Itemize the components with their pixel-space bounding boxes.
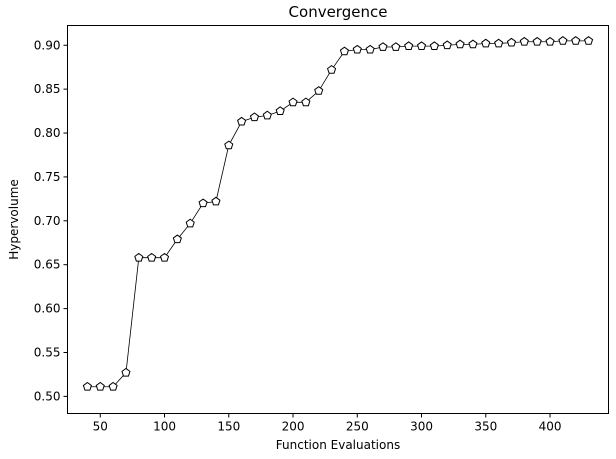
- x-tick-label: 250: [346, 420, 369, 434]
- x-axis: 50 100 150 200 250 300 350 400: [93, 413, 562, 434]
- data-point-marker: [365, 44, 375, 54]
- data-point-marker: [134, 252, 144, 262]
- data-point-marker: [108, 381, 118, 391]
- data-point-marker: [455, 39, 465, 49]
- plot-frame: [67, 25, 609, 414]
- data-point-marker: [545, 36, 555, 46]
- data-point-marker: [519, 36, 529, 46]
- data-point-marker: [172, 234, 182, 244]
- series-group: [82, 36, 594, 391]
- y-tick-label: 0.60: [34, 302, 61, 316]
- data-point-marker: [339, 46, 350, 56]
- data-point-marker: [378, 42, 388, 51]
- y-tick-label: 0.75: [34, 170, 61, 184]
- x-tick-label: 400: [539, 420, 562, 434]
- y-axis-title: Hypervolume: [7, 179, 21, 260]
- data-point-marker: [571, 36, 581, 45]
- x-tick-label: 300: [410, 420, 433, 434]
- data-point-marker: [121, 367, 131, 377]
- x-tick-label: 200: [282, 420, 305, 434]
- data-point-marker: [249, 112, 260, 122]
- data-point-marker: [314, 86, 324, 95]
- x-tick-label: 150: [217, 420, 240, 434]
- data-point-marker: [198, 198, 208, 208]
- data-point-marker: [82, 381, 92, 391]
- chart-title: Convergence: [289, 3, 388, 21]
- y-axis: 0.50 0.55 0.60 0.65 0.70 0.75 0.80 0.85 0.90: [34, 38, 68, 403]
- data-point-marker: [95, 381, 105, 391]
- series-line: [87, 40, 589, 388]
- data-point-marker: [237, 116, 247, 126]
- data-point-marker: [429, 41, 439, 51]
- data-point-marker: [558, 36, 568, 45]
- data-point-marker: [288, 97, 298, 107]
- data-point-marker: [147, 252, 157, 262]
- y-tick-label: 0.55: [34, 345, 61, 359]
- data-point-marker: [391, 42, 401, 51]
- x-tick-label: 100: [153, 420, 176, 434]
- data-point-marker: [326, 65, 337, 74]
- data-point-marker: [532, 36, 542, 46]
- data-point-marker: [275, 106, 285, 115]
- data-point-marker: [352, 44, 362, 54]
- data-point-marker: [481, 38, 491, 48]
- data-point-marker: [159, 252, 170, 262]
- data-point-marker: [185, 218, 195, 228]
- data-point-marker: [404, 41, 414, 51]
- y-tick-label: 0.50: [34, 389, 61, 403]
- y-tick-label: 0.85: [34, 82, 61, 96]
- y-tick-label: 0.70: [34, 214, 61, 228]
- data-point-marker: [416, 41, 427, 51]
- data-point-marker: [301, 97, 311, 107]
- x-tick-label: 350: [474, 420, 497, 434]
- x-axis-title: Function Evaluations: [276, 438, 400, 452]
- data-point-marker: [262, 110, 272, 120]
- data-point-marker: [494, 38, 504, 48]
- data-point-marker: [506, 37, 517, 47]
- data-point-marker: [468, 39, 478, 49]
- data-point-marker: [584, 36, 594, 45]
- data-point-marker: [211, 196, 221, 206]
- x-tick-label: 50: [93, 420, 108, 434]
- y-tick-label: 0.80: [34, 126, 61, 140]
- data-point-marker: [442, 40, 452, 50]
- data-point-marker: [224, 140, 234, 150]
- y-tick-label: 0.65: [34, 258, 61, 272]
- y-tick-label: 0.90: [34, 38, 61, 52]
